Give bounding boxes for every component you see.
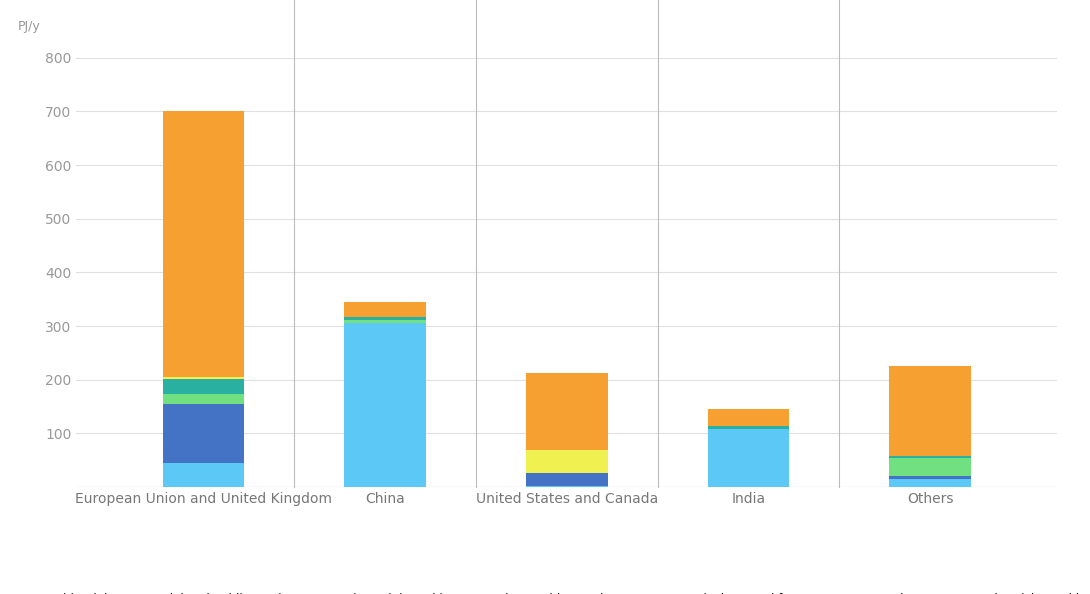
Bar [889, 456, 971, 457]
Bar [707, 429, 789, 487]
Bar [162, 379, 244, 394]
Bar [525, 486, 608, 487]
Bar [525, 473, 608, 486]
Bar [162, 377, 244, 379]
Bar [707, 426, 789, 429]
Bar [344, 320, 426, 323]
Bar [889, 366, 971, 456]
Bar [525, 450, 608, 473]
Bar [889, 457, 971, 476]
Bar [162, 394, 244, 404]
Legend: Residential, commercial and public service use, Biogas injected into natural gas: Residential, commercial and public servi… [32, 593, 1090, 594]
Bar [344, 323, 426, 487]
Bar [344, 317, 426, 320]
Bar [162, 463, 244, 487]
Bar [162, 404, 244, 463]
Text: PJ/y: PJ/y [17, 20, 40, 33]
Bar [707, 409, 789, 426]
Bar [344, 302, 426, 317]
Bar [525, 373, 608, 450]
Bar [889, 479, 971, 487]
Bar [162, 111, 244, 377]
Bar [889, 476, 971, 479]
